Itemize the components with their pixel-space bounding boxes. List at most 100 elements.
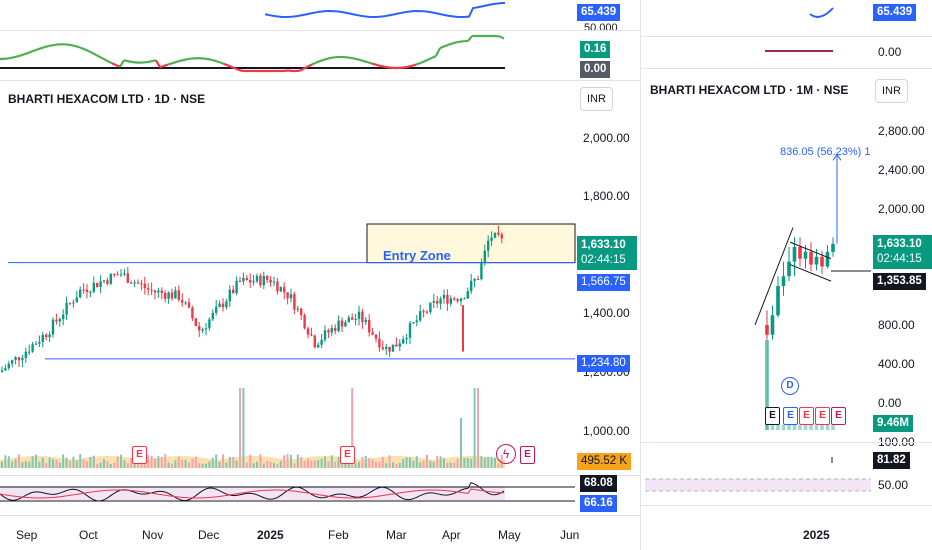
right-earnings-marker[interactable]: E [799,407,814,425]
candle-body [177,290,180,300]
volume-bar [286,454,289,468]
volume-bar [239,388,241,468]
volume-bar [334,461,337,468]
candle-body [38,341,41,344]
volume-bar [58,462,61,468]
candle-body [181,299,184,303]
volume-bar [405,457,408,468]
x-tick: Dec [198,528,220,542]
candle-body [497,232,500,235]
right-level-tag: 1,353.85 [873,273,926,290]
earnings-marker[interactable]: E [340,446,355,464]
candle-body [133,282,136,284]
right-last-price-tag: 1,633.10 02:44:15 [873,235,932,269]
oscillator-segment [347,56,353,60]
candle-body [446,294,449,304]
candle-body [415,320,418,323]
volume-bar [31,456,34,468]
split-icon[interactable]: ϟ [496,444,516,464]
volume-bar [310,460,313,468]
volume-bar [171,463,173,468]
right-top-indicator-tag: 65.439 [873,4,917,21]
candle-body [126,273,129,283]
candle-body [395,344,398,347]
candle-body [201,329,204,331]
earnings-marker[interactable]: E [132,446,147,464]
left-currency-button[interactable]: INR [580,87,613,111]
candle-body [463,298,466,300]
volume-bar [4,455,7,468]
candle-body [262,276,265,286]
volume-bar [388,455,391,468]
right-earnings-marker[interactable]: E [815,407,830,425]
volume-bar [327,461,330,468]
volume-bar [109,463,112,468]
dividend-marker[interactable]: D [781,377,799,395]
candle-body [368,319,371,333]
candle-body [289,294,293,299]
candle-body [28,351,31,353]
candle-body [306,328,310,335]
left-price-chart[interactable] [0,100,576,475]
indicator-line [264,2,506,18]
monthly-candle-body [765,325,769,335]
candle-body [385,346,388,349]
candle-body [58,319,61,322]
x-tick: Jun [560,528,580,542]
last-price-value: 1,633.10 [581,239,626,251]
oscillator-segment [219,61,225,65]
candle-body [466,291,469,299]
right-top-indicator [765,7,834,52]
price-tick: 2,000.00 [583,131,630,145]
earnings-marker[interactable]: E [520,446,535,464]
projection-label: 836.05 (56.23%) 16 [780,146,871,158]
candle-body [344,322,347,327]
volume-bar [395,463,398,468]
candle-body [313,335,316,348]
x-tick: May [498,528,521,542]
oscillator-segment [67,43,73,47]
candle-body [419,311,422,321]
candle-body [167,292,170,299]
right-rsi-pane [645,457,871,492]
volume-bar [449,462,452,468]
right-price-chart[interactable] [645,100,871,435]
oscillator-segment [443,43,449,48]
oscillator-segment [379,64,385,68]
volume-bar [300,456,303,468]
last-price-tag: 1,633.10 02:44:15 [577,236,637,270]
volume-bar [398,462,401,468]
candle-body [252,281,255,283]
right-earnings-marker[interactable]: E [831,407,846,425]
candle-body [300,308,303,316]
oscillator-segment [351,57,357,61]
volume-bar [415,456,418,468]
candle-body [323,330,327,340]
volume-bar [177,456,180,468]
candle-body [7,363,10,369]
candle-body [480,263,483,280]
volume-bar [164,454,167,468]
volume-bar [188,462,190,468]
right-earnings-marker[interactable]: E [765,407,780,425]
volume-bar [490,456,493,468]
candle-body [65,302,68,315]
oscillator-segment [35,47,41,52]
right-price-tick: 400.00 [878,357,915,371]
candle-body [276,281,279,292]
entry-zone-box [366,223,576,264]
right-earnings-marker[interactable]: E [783,407,798,425]
oscillator-segment [327,56,333,60]
candle-body [436,300,439,304]
candle-body [272,281,276,283]
candle-body [378,338,381,348]
volume-bar [436,455,439,468]
right-currency-button[interactable]: INR [875,79,908,103]
candle-body [371,332,374,335]
volume-bar [269,461,272,468]
volume-bar [21,462,24,468]
x-tick: Feb [328,528,349,542]
volume-bar [103,459,105,468]
oscillator-segment [371,62,377,66]
oscillator-segment [179,58,185,62]
